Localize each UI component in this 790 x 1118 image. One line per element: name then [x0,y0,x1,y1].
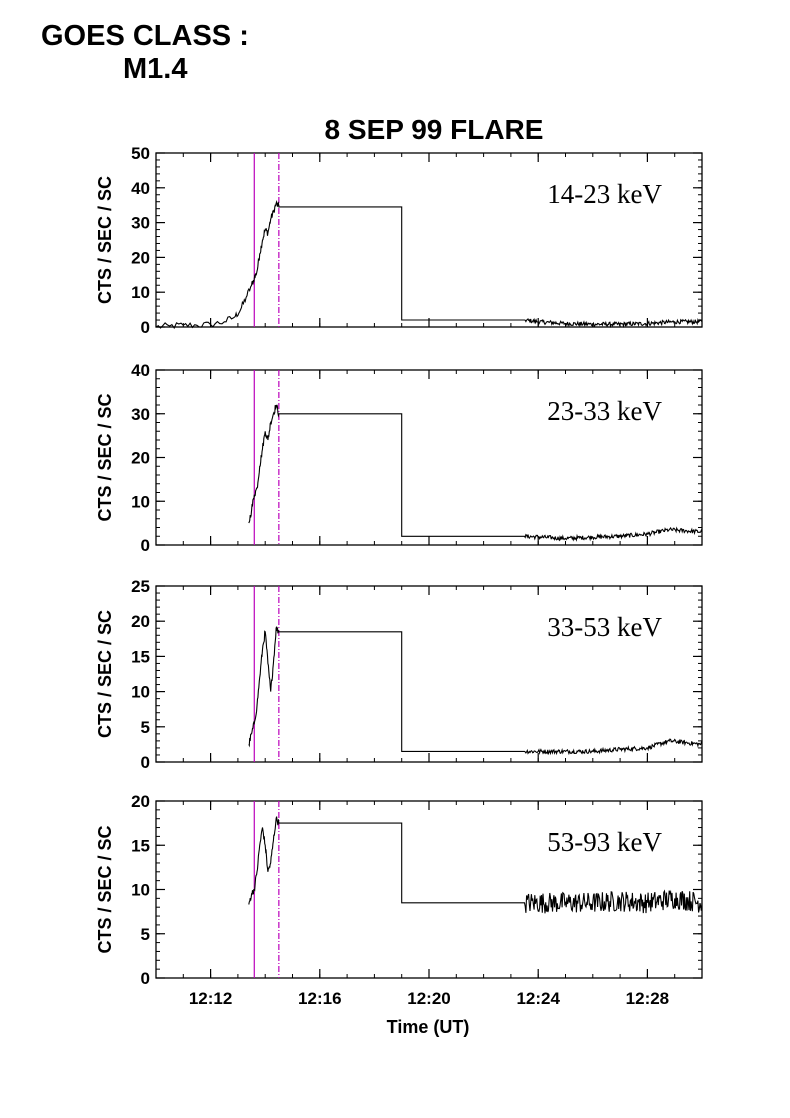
y-tick-label: 5 [141,718,150,737]
chart-title: 8 SEP 99 FLARE [325,114,544,145]
energy-band-label: 14-23 keV [547,179,662,209]
y-tick-label: 5 [141,925,150,944]
y-tick-label: 20 [131,248,150,267]
x-tick-label: 12:12 [189,989,232,1008]
energy-band-label: 53-93 keV [547,827,662,857]
y-tick-label: 40 [131,179,150,198]
y-tick-label: 0 [141,969,150,988]
y-axis-title: CTS / SEC / SC [95,176,115,304]
y-tick-label: 30 [131,405,150,424]
y-tick-label: 40 [131,361,150,380]
y-tick-label: 50 [131,144,150,163]
y-axis-title: CTS / SEC / SC [95,825,115,953]
y-tick-label: 30 [131,214,150,233]
y-tick-label: 10 [131,683,150,702]
y-tick-label: 20 [131,449,150,468]
y-tick-label: 0 [141,318,150,337]
y-tick-label: 25 [131,577,150,596]
x-axis-title: Time (UT) [387,1017,470,1037]
panel-2: 0 10 20 30 40 23-33 keV CTS / SEC / SC [95,361,703,555]
x-tick-label: 12:20 [407,989,450,1008]
goes-class-heading: GOES CLASS : [41,20,249,52]
data-series-line [248,404,703,542]
x-tick-label: 12:28 [626,989,669,1008]
y-tick-label: 15 [131,647,150,666]
energy-band-label: 33-53 keV [547,612,662,642]
data-series-line [248,626,703,756]
y-tick-label: 20 [131,792,150,811]
y-tick-label: 15 [131,836,150,855]
goes-class-label: GOES CLASS : M1.4 [41,20,249,86]
y-axis-title: CTS / SEC / SC [95,393,115,521]
y-axis-title: CTS / SEC / SC [95,610,115,738]
x-tick-label: 12:24 [516,989,560,1008]
y-tick-label: 0 [141,753,150,772]
y-tick-label: 20 [131,612,150,631]
y-tick-label: 0 [141,536,150,555]
data-series-line [248,816,703,914]
y-tick-label: 10 [131,283,150,302]
data-series-line [155,199,703,330]
y-tick-label: 10 [131,492,150,511]
energy-band-label: 23-33 keV [547,396,662,426]
panel-1: 0 10 20 30 40 50 14-23 keV CTS / SEC / SC [95,144,703,337]
y-tick-label: 10 [131,881,150,900]
panel-3: 0 5 10 15 20 25 33-53 keV CTS / SEC / SC [95,577,703,772]
x-tick-label: 12:16 [298,989,341,1008]
goes-class-value: M1.4 [123,53,188,85]
panel-4: 0 5 10 15 20 53-93 keV CTS / SEC / SC [95,792,703,988]
